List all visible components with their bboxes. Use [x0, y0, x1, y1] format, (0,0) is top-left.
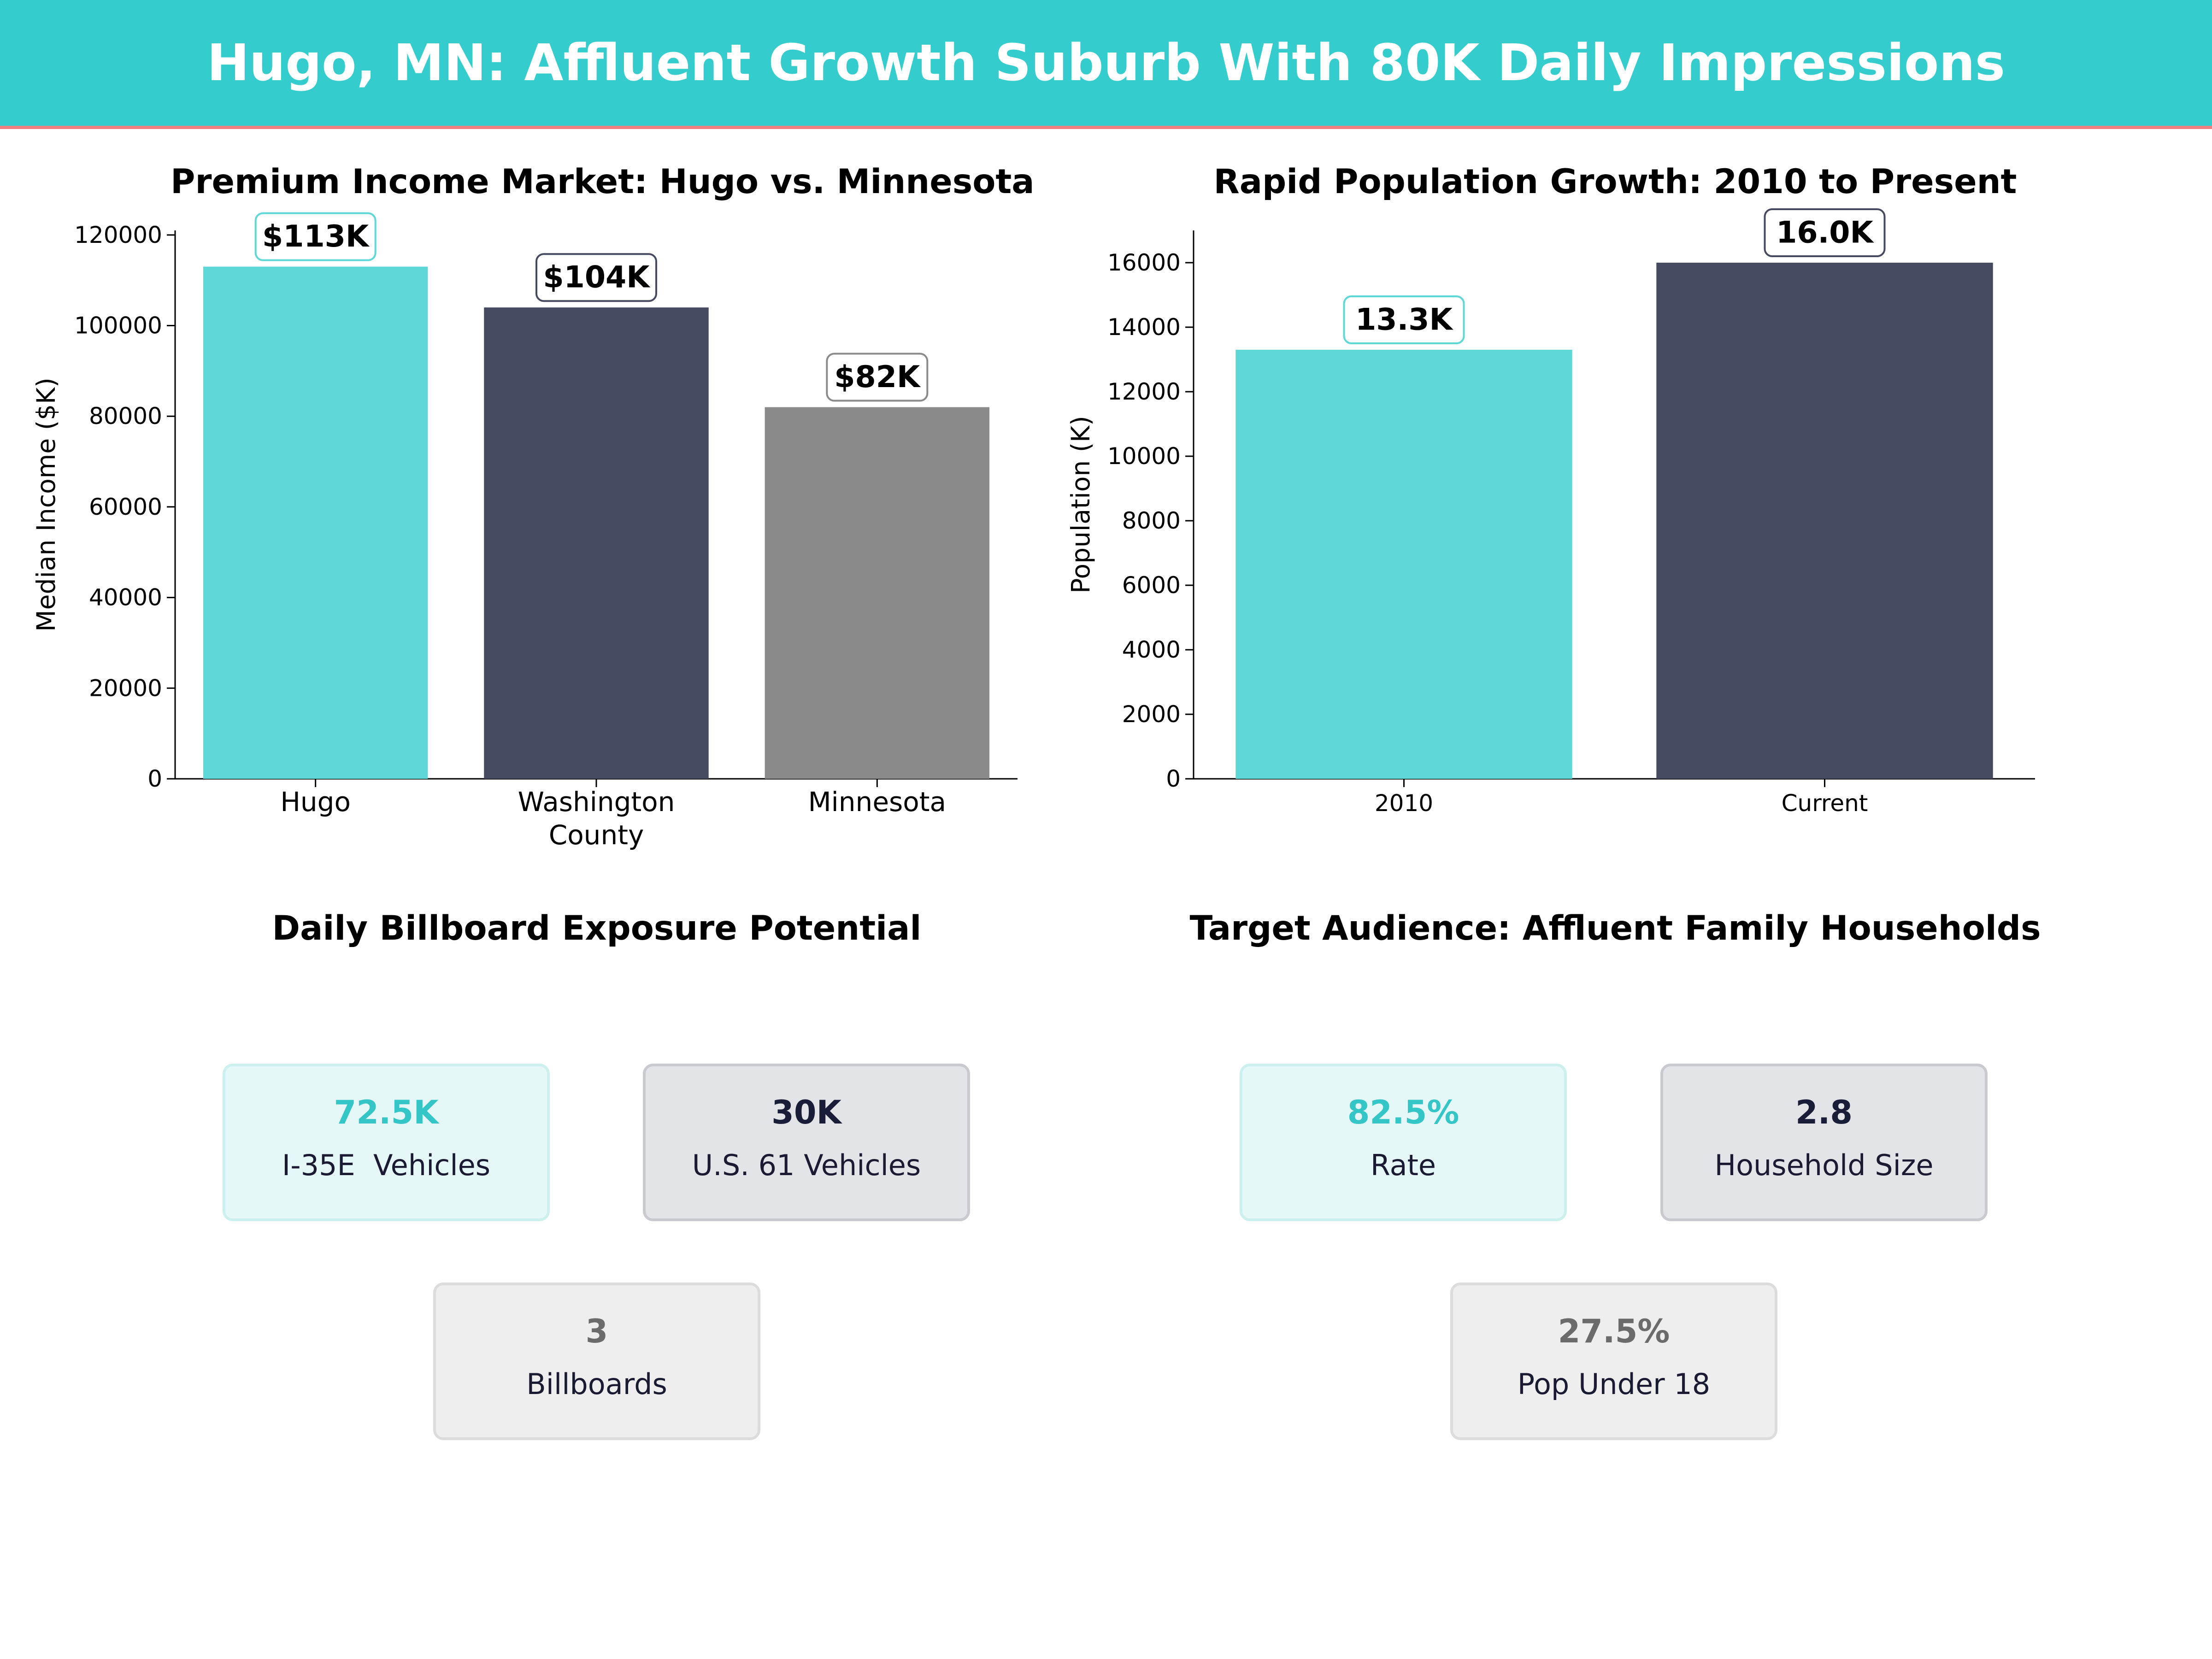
y-tick-label: 80000 — [89, 403, 162, 429]
card-value: 72.5K — [334, 1094, 439, 1131]
y-axis-label: Population (K) — [1066, 416, 1095, 593]
y-tick-label: 16000 — [1107, 249, 1181, 276]
bar — [1656, 263, 1993, 779]
card-value: 27.5% — [1558, 1312, 1670, 1350]
x-tick-label: Washington County — [518, 786, 675, 851]
data-label-box — [826, 353, 929, 402]
x-tick-label: Current — [1782, 790, 1868, 817]
rate-card: 82.5% Rate — [1240, 1064, 1567, 1221]
data-label-box — [254, 212, 377, 261]
y-tick-label: 10000 — [1107, 443, 1181, 470]
y-tick-label: 20000 — [89, 675, 162, 701]
y-tick-label: 4000 — [1122, 636, 1181, 663]
x-tick-label: Hugo — [280, 786, 351, 818]
data-label-box — [1764, 208, 1886, 257]
bar — [765, 407, 990, 779]
y-tick-label: 120000 — [74, 222, 162, 248]
y-tick-label: 60000 — [89, 494, 162, 520]
audience-section-title: Target Audience: Affluent Family Househo… — [1189, 909, 2041, 948]
x-tick-label: Minnesota — [808, 786, 946, 818]
card-label: Household Size — [1714, 1148, 1934, 1182]
household-size-card: 2.8 Household Size — [1660, 1064, 1988, 1221]
card-value: 2.8 — [1795, 1094, 1853, 1131]
y-axis-label: Median Income ($K) — [31, 377, 61, 631]
card-label: U.S. 61 Vehicles — [692, 1148, 921, 1182]
card-value: 30K — [771, 1094, 841, 1131]
exposure-section-title: Daily Billboard Exposure Potential — [272, 909, 922, 948]
card-label: Pop Under 18 — [1517, 1367, 1711, 1401]
y-tick-label: 14000 — [1107, 314, 1181, 341]
data-label: $82K — [834, 360, 921, 394]
y-tick-label: 12000 — [1107, 378, 1181, 405]
data-label: 16.0K — [1776, 216, 1874, 250]
card-label: Rate — [1370, 1148, 1436, 1182]
income-chart-title: Premium Income Market: Hugo vs. Minnesot… — [171, 162, 1035, 201]
header-banner: Hugo, MN: Affluent Growth Suburb With 80… — [0, 0, 2212, 129]
population-chart-title: Rapid Population Growth: 2010 to Present — [1213, 162, 2017, 201]
bar — [203, 266, 428, 779]
y-tick-label: 6000 — [1122, 572, 1181, 599]
y-tick-label: 8000 — [1122, 507, 1181, 534]
y-tick-label: 100000 — [74, 312, 162, 339]
bar — [484, 307, 709, 779]
bar — [1235, 350, 1572, 779]
pop-under-18-card: 27.5% Pop Under 18 — [1450, 1282, 1777, 1440]
card-value: 82.5% — [1347, 1094, 1459, 1131]
data-label: $104K — [543, 260, 651, 295]
data-label: 13.3K — [1355, 303, 1453, 337]
card-value: 3 — [585, 1312, 608, 1350]
us61-vehicles-card: 30K U.S. 61 Vehicles — [643, 1064, 970, 1221]
card-label: I-35E Vehicles — [282, 1148, 491, 1182]
page-title: Hugo, MN: Affluent Growth Suburb With 80… — [206, 33, 2006, 92]
data-label-box — [535, 253, 657, 302]
y-tick-label: 40000 — [89, 584, 162, 611]
y-tick-label: 0 — [147, 765, 162, 792]
x-tick-label: 2010 — [1375, 790, 1433, 817]
y-tick-label: 2000 — [1122, 701, 1181, 728]
data-label-box — [1343, 295, 1465, 344]
y-tick-label: 0 — [1166, 765, 1181, 792]
billboards-card: 3 Billboards — [433, 1282, 760, 1440]
card-label: Billboards — [526, 1367, 667, 1401]
i35e-vehicles-card: 72.5K I-35E Vehicles — [223, 1064, 550, 1221]
data-label: $113K — [262, 219, 370, 254]
